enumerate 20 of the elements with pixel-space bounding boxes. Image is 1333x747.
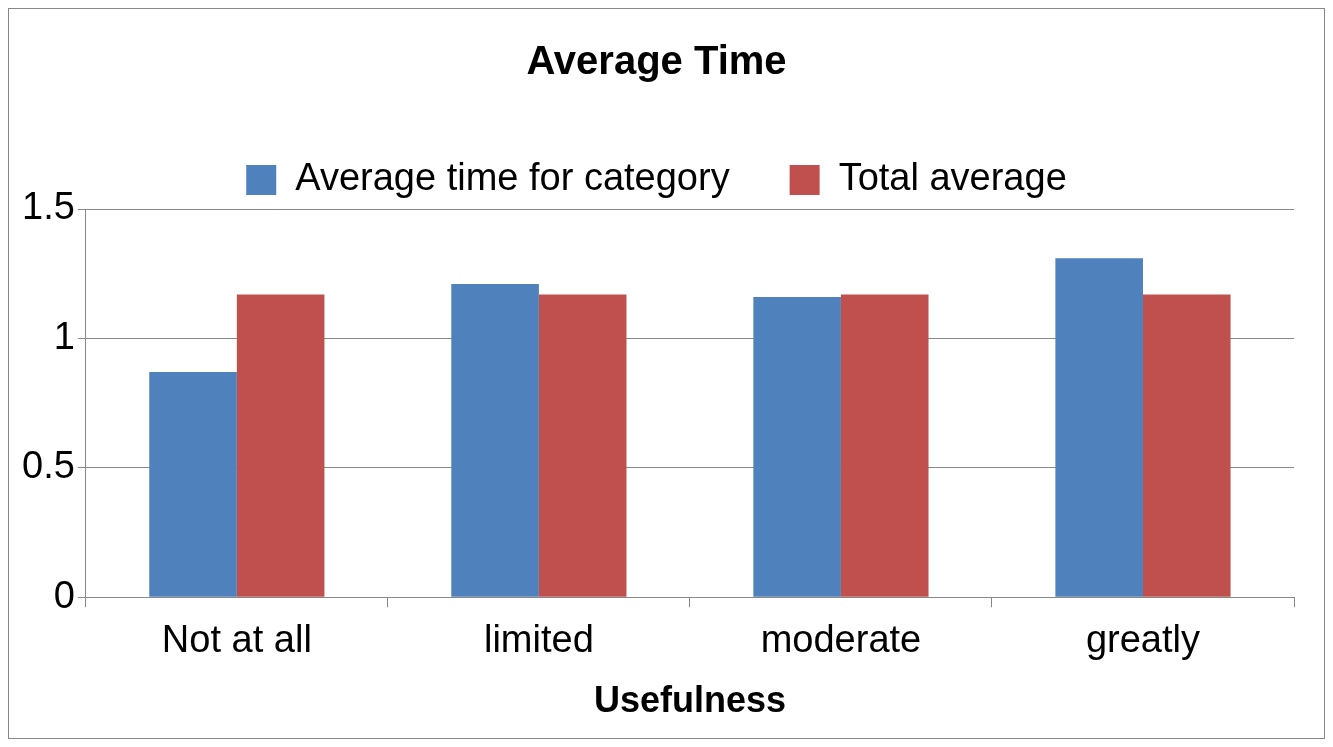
bar xyxy=(538,294,627,597)
legend-label: Total average xyxy=(838,156,1067,199)
y-tick-label: 1.5 xyxy=(22,185,75,228)
bar xyxy=(149,372,237,597)
chart-title: Average Time xyxy=(526,38,787,83)
bar xyxy=(753,296,841,597)
bar xyxy=(840,294,929,597)
bar xyxy=(1142,294,1231,597)
bar xyxy=(236,294,325,597)
x-tick-label: Not at all xyxy=(161,618,312,661)
bar xyxy=(1055,258,1143,597)
y-tick-label: 1 xyxy=(53,314,75,357)
x-tick-label: limited xyxy=(483,618,594,661)
bar xyxy=(451,284,539,597)
y-tick-label: 0 xyxy=(53,573,75,616)
y-tick-label: 0.5 xyxy=(22,444,75,487)
x-axis-title: Usefulness xyxy=(593,679,786,721)
legend-label: Average time for category xyxy=(295,156,730,199)
x-tick-label: moderate xyxy=(760,618,922,661)
x-tick-label: greatly xyxy=(1085,618,1201,661)
